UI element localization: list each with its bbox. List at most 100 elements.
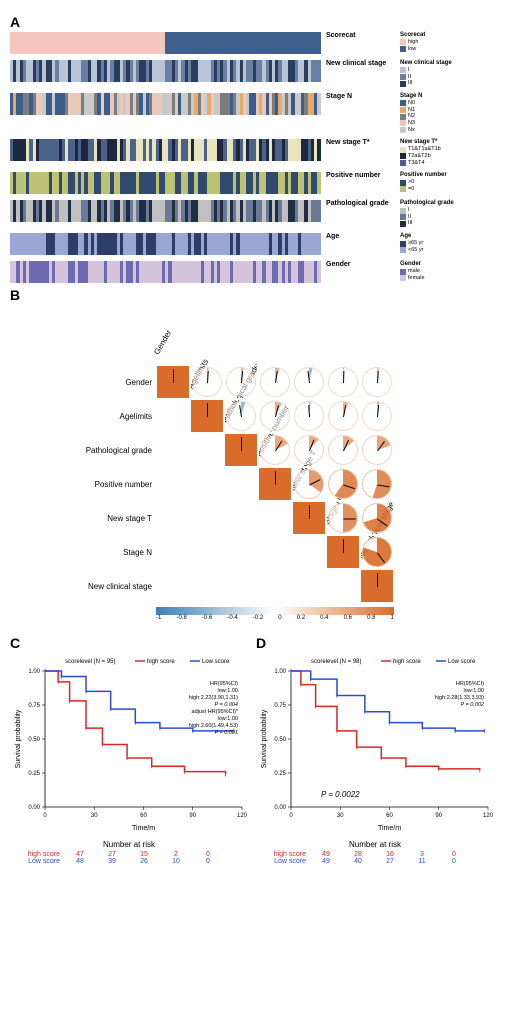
svg-text:30: 30 [337,813,344,819]
svg-text:scorelevel (N = 95): scorelevel (N = 95) [65,659,116,665]
corr-cell [360,535,394,569]
svg-text:P = 0.004: P = 0.004 [215,702,239,708]
track-bar [10,93,320,115]
corr-row-label: Positive number [66,467,156,501]
track-bar [10,139,320,161]
panel-d-label: D [256,635,494,651]
colorbar-tick: 0 [278,615,281,621]
svg-text:0.00: 0.00 [274,805,286,811]
correlation-matrix: GenderAgelimitsPathological gradePositiv… [66,313,446,621]
track-bar [10,32,320,54]
svg-text:Time/m: Time/m [132,825,155,832]
track-bar [10,60,320,82]
svg-text:HR(95%CI): HR(95%CI) [456,681,484,687]
svg-text:0.75: 0.75 [274,703,286,709]
colorbar-tick: -0.4 [227,615,237,621]
corr-cell [326,467,360,501]
corr-cell [326,433,360,467]
panel-d: D 0.000.250.500.751.000306090120Time/mSu… [256,631,494,865]
svg-text:high:2.28(1.33,3.93): high:2.28(1.33,3.93) [435,695,484,701]
colorbar-tick: 0.6 [344,615,352,621]
corr-row-label: Stage N [66,535,156,569]
track-bar [10,172,320,194]
svg-text:0.00: 0.00 [28,805,40,811]
track-legend: New clinical stageIIIIII [400,60,452,87]
corr-cell [326,365,360,399]
corr-row-label: New clinical stage [66,569,156,603]
km-plot-d: 0.000.250.500.751.000306090120Time/mSurv… [256,653,494,833]
km-plot-c: 0.000.250.500.751.000306090120Time/mSurv… [10,653,248,833]
risk-row: high score49281630 [256,851,494,858]
svg-text:Low score: Low score [448,659,476,665]
svg-text:90: 90 [189,813,196,819]
risk-row: Low score494027110 [256,858,494,865]
corr-cell [360,399,394,433]
svg-text:60: 60 [386,813,393,819]
panel-a-tracks: ScorecatScorecathighlowNew clinical stag… [10,32,502,283]
corr-cell [224,399,258,433]
svg-text:1.00: 1.00 [274,669,286,675]
svg-text:high:2.22(3.90,1.31): high:2.22(3.90,1.31) [189,695,238,701]
track-row: Positive number Positive number>0=0 [10,172,502,194]
svg-text:P = 0.002: P = 0.002 [461,702,485,708]
risk-row: Low score483926100 [10,858,248,865]
corr-cell [224,365,258,399]
risk-title: Number at risk [256,840,494,849]
svg-text:0.25: 0.25 [28,771,40,777]
track-name: Positive number [326,172,394,179]
track-legend: Positive number>0=0 [400,172,447,192]
corr-cell [360,501,394,535]
corr-cell [360,467,394,501]
track-row: New clinical stage New clinical stageIIII… [10,60,502,87]
svg-text:low:1.00: low:1.00 [218,716,239,722]
corr-cell [190,399,224,433]
colorbar-tick: 0.2 [297,615,305,621]
track-name: Pathological grade [326,200,394,207]
track-legend: Pathological gradeIIIIII [400,200,454,227]
svg-text:0.50: 0.50 [28,737,40,743]
colorbar-tick: -0.2 [253,615,263,621]
svg-text:low:1.00: low:1.00 [218,688,239,694]
risk-row: high score47271520 [10,851,248,858]
corr-cell [326,399,360,433]
corr-cell [156,365,190,399]
svg-text:high score: high score [393,659,421,665]
corr-cell [326,501,360,535]
corr-cell [258,433,292,467]
track-bar [10,261,320,283]
corr-cell [292,433,326,467]
track-row: AgeAge≥65 yr<65 yr [10,233,502,255]
svg-text:0: 0 [289,813,293,819]
panel-c: C 0.000.250.500.751.000306090120Time/mSu… [10,631,248,865]
svg-text:adjust HR(95%CI)*: adjust HR(95%CI)* [192,709,239,715]
track-bar [10,200,320,222]
corr-cell [258,365,292,399]
track-name: Stage N [326,93,394,100]
track-legend: New stage T*T1&T1a&T1bT2a&T2bT3&T4 [400,139,441,166]
track-bar [10,233,320,255]
svg-text:0.25: 0.25 [274,771,286,777]
svg-text:120: 120 [483,813,494,819]
svg-text:P = 0.001: P = 0.001 [215,730,239,736]
corr-cell [292,365,326,399]
corr-row-label: New stage T [66,501,156,535]
corr-cell [292,399,326,433]
svg-text:HR(95%CI): HR(95%CI) [210,681,238,687]
panel-b-label: B [10,287,502,303]
colorbar [156,607,394,615]
track-name: New stage T* [326,139,394,146]
track-name: New clinical stage [326,60,394,67]
svg-text:Survival probability: Survival probability [261,709,268,768]
track-row: GenderGendermalefemale [10,261,502,283]
svg-text:scorelevel (N = 98): scorelevel (N = 98) [311,659,362,665]
svg-text:60: 60 [140,813,147,819]
svg-text:P = 0.0022: P = 0.0022 [321,790,360,799]
svg-text:Time/m: Time/m [378,825,401,832]
panel-a-label: A [10,14,502,30]
colorbar-tick: 0.4 [320,615,328,621]
svg-text:Low score: Low score [202,659,230,665]
svg-text:30: 30 [91,813,98,819]
colorbar-tick: 0.8 [367,615,375,621]
track-name: Scorecat [326,32,394,39]
svg-text:0.75: 0.75 [28,703,40,709]
